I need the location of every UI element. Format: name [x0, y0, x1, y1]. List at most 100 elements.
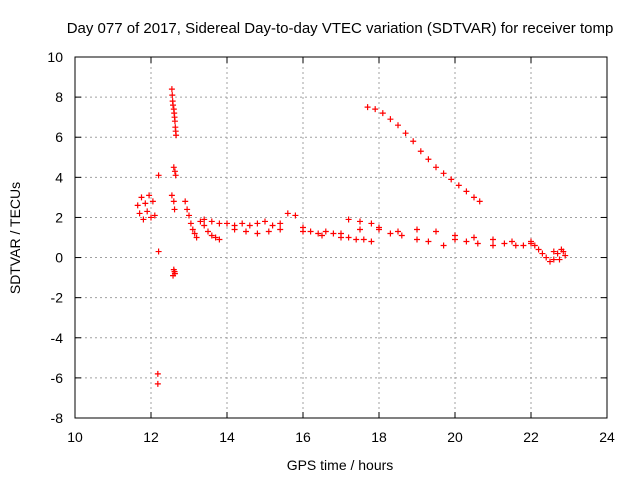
data-point-main-band	[562, 252, 569, 259]
data-point-main-band	[300, 228, 306, 235]
data-point-main-band	[201, 216, 208, 223]
data-point-main-band	[208, 232, 215, 239]
axis-ticks	[74, 56, 608, 419]
data-point-main-band	[144, 208, 151, 215]
data-point-main-band	[368, 220, 375, 227]
data-point-main-band	[212, 234, 219, 241]
y-axis-label: SDTVAR / TECUs	[7, 182, 23, 294]
data-point-upper-arc	[463, 188, 470, 195]
data-point-main-band	[368, 238, 375, 245]
data-point-main-band	[262, 218, 268, 225]
data-point-main-band	[187, 220, 194, 227]
data-point-main-band	[307, 228, 314, 235]
data-point-main-band	[531, 242, 538, 249]
data-point-main-band	[539, 250, 546, 257]
data-point-main-band	[550, 248, 557, 255]
data-point-main-band	[136, 210, 143, 217]
data-point-early-spike	[170, 272, 177, 279]
data-point-main-band	[216, 220, 223, 227]
data-point-main-band	[471, 234, 477, 241]
data-point-main-band	[550, 256, 557, 263]
y-tick-label: -2	[51, 290, 64, 306]
data-point-main-band	[376, 224, 382, 231]
data-point-main-band	[330, 230, 337, 237]
data-point-main-band	[528, 240, 534, 247]
data-point-main-band	[151, 212, 158, 219]
data-point-main-band	[556, 256, 563, 263]
data-point-upper-arc	[379, 110, 386, 117]
data-point-upper-arc	[476, 198, 483, 205]
data-point-early-spike	[172, 172, 179, 179]
data-point-upper-arc	[372, 106, 379, 113]
data-point-early-spike	[170, 102, 177, 109]
data-point-main-band	[338, 230, 344, 237]
data-point-main-band	[193, 234, 200, 241]
data-point-main-band	[395, 228, 401, 235]
data-point-main-band	[554, 250, 561, 257]
chart-title: Day 077 of 2017, Sidereal Day-to-day VTE…	[67, 20, 614, 37]
data-point-main-band	[138, 194, 145, 201]
data-point-main-band	[322, 228, 329, 235]
data-point-upper-arc	[402, 130, 409, 137]
x-tick-label: 14	[219, 429, 235, 445]
data-point-main-band	[201, 222, 208, 229]
data-point-main-band	[205, 228, 211, 235]
data-point-main-band	[345, 216, 352, 223]
data-point-upper-arc	[455, 182, 462, 189]
data-point-main-band	[239, 220, 246, 227]
data-point-main-band	[490, 236, 496, 243]
x-axis-label: GPS time / hours	[287, 457, 394, 473]
y-tick-label: -8	[51, 410, 64, 426]
data-point-main-band	[148, 214, 154, 221]
data-point-main-band	[543, 254, 550, 261]
data-point-main-band	[197, 218, 204, 225]
data-point-upper-arc	[471, 194, 477, 201]
data-point-main-band	[353, 236, 360, 243]
data-point-main-band	[360, 236, 367, 243]
data-point-main-band	[189, 226, 196, 233]
data-point-main-band	[474, 240, 481, 247]
data-point-main-band	[155, 248, 162, 255]
y-tick-label: 6	[55, 129, 63, 145]
data-point-main-band	[440, 242, 447, 249]
data-point-main-band	[463, 238, 470, 245]
data-point-main-band	[414, 226, 420, 233]
data-point-main-band	[269, 222, 276, 229]
x-tick-label: 16	[295, 429, 311, 445]
data-point-early-spike	[173, 132, 180, 139]
data-point-main-band	[208, 218, 215, 225]
data-point-main-band	[319, 232, 325, 239]
data-point-main-band	[168, 192, 175, 199]
y-tick-label: 8	[55, 89, 63, 105]
data-point-outliers	[154, 380, 161, 387]
data-point-main-band	[146, 192, 153, 199]
y-tick-labels: -8 -6 -4 -2 0 2 4 6 8 10	[47, 49, 63, 426]
data-point-upper-arc	[425, 156, 432, 163]
x-tick-label: 10	[67, 429, 83, 445]
x-tick-label: 12	[143, 429, 159, 445]
data-point-main-band	[155, 172, 162, 179]
data-point-main-band	[398, 232, 405, 239]
data-point-main-band	[357, 226, 363, 233]
y-tick-label: 4	[55, 169, 63, 185]
data-point-main-band	[292, 212, 299, 219]
data-points	[134, 86, 569, 387]
data-point-main-band	[315, 230, 322, 237]
data-point-main-band	[265, 228, 272, 235]
data-point-main-band	[387, 230, 394, 237]
data-point-main-band	[490, 242, 496, 249]
x-tick-labels: 10 12 14 16 18 20 22 24	[67, 429, 615, 445]
data-point-main-band	[191, 230, 198, 237]
data-point-main-band	[231, 226, 238, 233]
y-tick-label: 2	[55, 209, 63, 225]
x-tick-label: 20	[447, 429, 463, 445]
data-point-main-band	[560, 248, 567, 255]
data-point-main-band	[140, 216, 147, 223]
y-tick-label: -4	[51, 330, 64, 346]
data-point-main-band	[186, 212, 192, 219]
data-point-main-band	[277, 226, 284, 233]
x-tick-label: 24	[599, 429, 615, 445]
data-point-outliers	[154, 370, 161, 377]
data-point-main-band	[171, 206, 178, 213]
data-point-main-band	[216, 236, 223, 243]
